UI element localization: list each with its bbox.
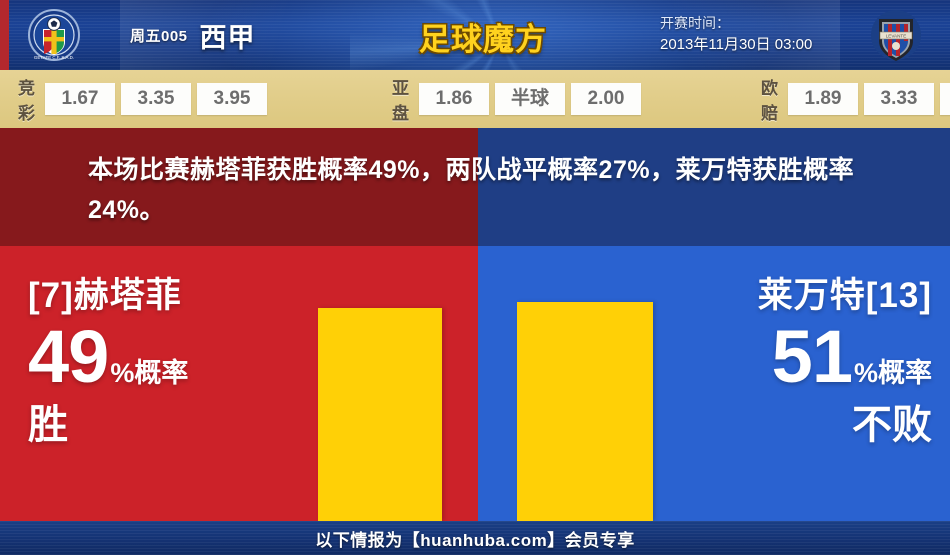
home-percent-value: 49	[28, 315, 109, 398]
banner-right-half	[478, 128, 950, 246]
kickoff-time-block: 开赛时间： 2013年11月30日 03:00	[660, 12, 860, 56]
odds-cell[interactable]: 1.67	[45, 83, 115, 115]
odds-cell[interactable]: 2.00	[571, 83, 641, 115]
home-percent-row: 49 %概率	[28, 320, 298, 394]
odds-group-yapan[interactable]: 亚盘 1.86 半球 2.00	[392, 74, 641, 124]
header-light-rays	[350, 0, 650, 70]
header-red-edge	[0, 0, 9, 70]
odds-group-label: 亚盘	[392, 79, 409, 123]
kickoff-value: 2013年11月30日 03:00	[660, 36, 813, 53]
away-percent-row: 51 %概率	[660, 320, 932, 394]
brand-logo-text: 足球魔方	[419, 21, 547, 57]
odds-group-jingcai[interactable]: 竞彩 1.67 3.35 3.95	[18, 74, 267, 124]
home-team-crest-icon: GETAFE C.F. S.A.D.	[27, 8, 81, 62]
odds-cell[interactable]: 1.86	[419, 83, 489, 115]
brand-logo: 足球魔方	[408, 14, 558, 58]
odds-bar: 竞彩 1.67 3.35 3.95 亚盘 1.86 半球 2.00 欧赔 1.8…	[0, 70, 950, 128]
home-percent-unit: %概率	[110, 358, 189, 388]
league-name: 西甲	[199, 22, 256, 53]
away-team-crest-icon: LEVANTE	[869, 8, 923, 62]
probability-summary-banner: 本场比赛赫塔菲获胜概率49%，两队战平概率27%，莱万特获胜概率24%。	[0, 128, 950, 246]
odds-cell[interactable]: 1.89	[788, 83, 858, 115]
home-outcome-label: 胜	[28, 403, 68, 447]
away-outcome-label: 不败	[852, 403, 932, 447]
odds-cell[interactable]: 3.95	[197, 83, 267, 115]
odds-group-oupei[interactable]: 欧赔 1.89 3.33 4.13	[761, 74, 950, 124]
header-bar: GETAFE C.F. S.A.D. 周五005 西甲 足球魔方 开赛时间： 2…	[0, 0, 950, 70]
odds-cell[interactable]: 3.35	[121, 83, 191, 115]
odds-cell[interactable]: 3.33	[864, 83, 934, 115]
match-identity: 周五005 西甲	[130, 0, 256, 70]
probability-chart: [7]赫塔菲 49 %概率 胜 莱万特[13] 51 %概率 不败	[0, 246, 950, 521]
home-team-name: [7]赫塔菲	[28, 276, 182, 315]
header-diagonal-sheen-left	[120, 0, 380, 70]
svg-text:GETAFE C.F. S.A.D.: GETAFE C.F. S.A.D.	[34, 55, 74, 60]
banner-left-half	[0, 128, 478, 246]
odds-group-label: 竞彩	[18, 79, 35, 123]
away-percent-value: 51	[771, 315, 853, 398]
home-probability-bar	[318, 308, 442, 521]
home-stats-block: [7]赫塔菲 49 %概率 胜	[28, 274, 298, 448]
footer-bar: 以下情报为【huanhuba.com】会员专享	[0, 521, 950, 555]
away-percent-unit: %概率	[853, 358, 932, 388]
svg-text:LEVANTE: LEVANTE	[886, 34, 907, 39]
footer-note: 以下情报为【huanhuba.com】会员专享	[315, 530, 635, 550]
probability-summary-text: 本场比赛赫塔菲获胜概率49%，两队战平概率27%，莱万特获胜概率24%。	[88, 156, 855, 224]
away-stats-block: 莱万特[13] 51 %概率 不败	[660, 274, 932, 448]
away-team-name: 莱万特[13]	[757, 276, 932, 315]
kickoff-label: 开赛时间：	[660, 15, 730, 31]
match-round-label: 周五005	[130, 27, 188, 45]
away-probability-bar	[517, 302, 653, 521]
odds-cell[interactable]: 4.13	[940, 83, 950, 115]
odds-cell[interactable]: 半球	[495, 83, 565, 115]
odds-group-label: 欧赔	[761, 79, 778, 123]
